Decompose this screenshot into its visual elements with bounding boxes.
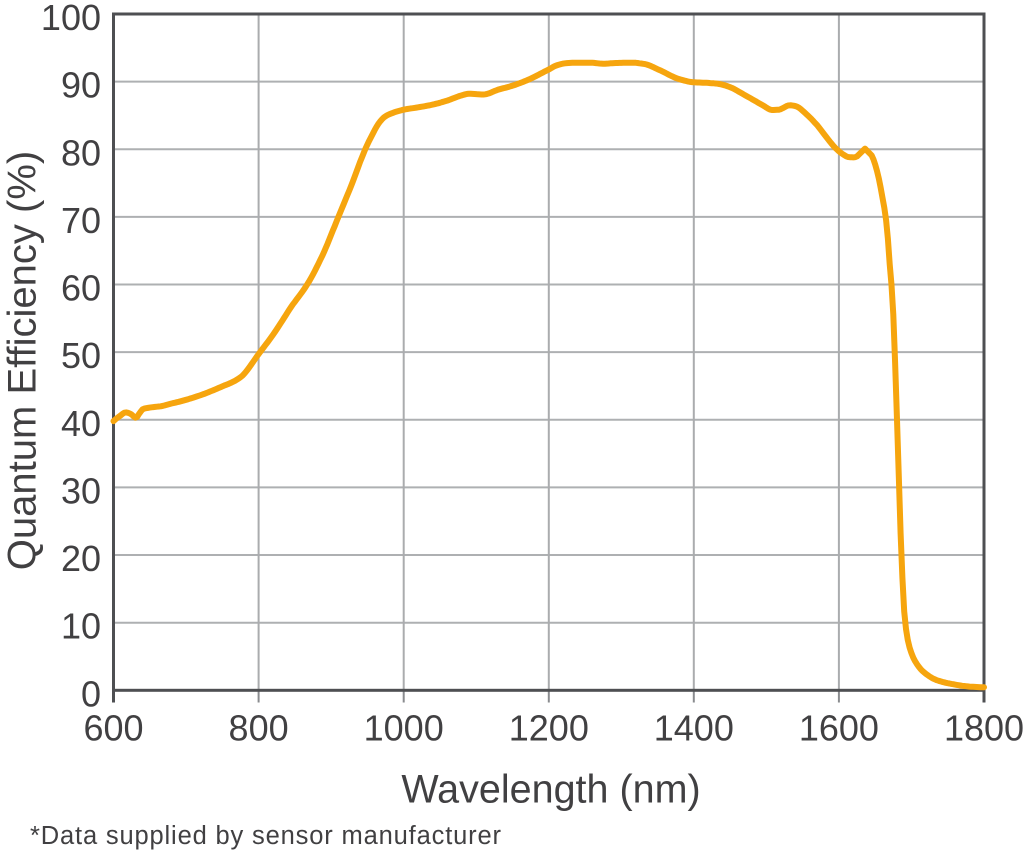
- svg-text:70: 70: [61, 200, 101, 241]
- svg-text:90: 90: [61, 65, 101, 106]
- svg-text:1000: 1000: [364, 708, 444, 749]
- svg-text:600: 600: [83, 708, 143, 749]
- svg-text:1400: 1400: [654, 708, 734, 749]
- svg-text:80: 80: [61, 132, 101, 173]
- svg-text:1800: 1800: [944, 708, 1024, 749]
- svg-text:40: 40: [61, 403, 101, 444]
- svg-text:30: 30: [61, 470, 101, 511]
- svg-text:*Data supplied by sensor manuf: *Data supplied by sensor manufacturer: [30, 822, 502, 850]
- svg-text:800: 800: [229, 708, 289, 749]
- svg-text:20: 20: [61, 538, 101, 579]
- svg-text:1200: 1200: [509, 708, 589, 749]
- svg-text:100: 100: [41, 0, 101, 38]
- svg-text:Quantum Efficiency (%): Quantum Efficiency (%): [0, 151, 44, 570]
- svg-text:60: 60: [61, 268, 101, 309]
- svg-text:0: 0: [81, 673, 101, 714]
- svg-text:Wavelength (nm): Wavelength (nm): [401, 768, 700, 812]
- svg-text:10: 10: [61, 606, 101, 647]
- svg-text:1600: 1600: [799, 708, 879, 749]
- svg-text:50: 50: [61, 335, 101, 376]
